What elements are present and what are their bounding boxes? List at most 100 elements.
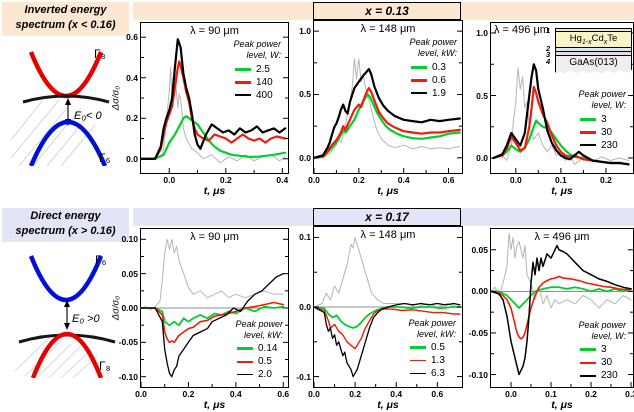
y-tick-label: 1.0 [299, 26, 311, 37]
row-header-x017: x = 0.17 [313, 208, 461, 226]
legend-swatch-black [411, 91, 427, 95]
gap-arrow-head-up [64, 300, 70, 307]
inset-substrate-layer: GaAs(013) [555, 56, 632, 74]
curve-2-0-kW [140, 273, 284, 378]
curve-0-14-kW [140, 305, 285, 327]
legend-swatch-green [580, 348, 596, 351]
legend-entry: 0.5 [408, 342, 456, 353]
gamma8-label: Γ₈ [99, 359, 111, 373]
legend: Peak power level, kW: 0.3 0.6 1.9 [409, 37, 457, 99]
legend-swatch-green [237, 347, 253, 350]
legend-entry: 30 [578, 357, 626, 368]
x-tick-label: 0.4 [276, 175, 289, 185]
x-tick-label: 0.0 [135, 389, 147, 399]
inset-layer-number-1: 1 [546, 26, 551, 35]
hatching [10, 99, 96, 167]
legend-swatch-green [411, 65, 427, 69]
plot-svg [313, 236, 462, 387]
inverted-band-diagram: Γ₈ Γ₆ E₀< 0 [8, 40, 125, 167]
legend-entry: 30 [578, 127, 626, 138]
legend-swatch-black [410, 372, 426, 375]
legend-entry: 2.5 [233, 64, 281, 75]
gamma8-band-curve [28, 51, 104, 98]
y-tick-label: 0.00 [471, 286, 488, 297]
x-tick-label: 0.0 [163, 175, 176, 185]
plot-panel-x013-90um: Δσ/σ₀ λ = 90 μm Peak power level, W: 2.5 14… [111, 22, 289, 197]
legend-entry: 400 [233, 90, 281, 101]
x-tick-label: 0.0 [509, 175, 522, 185]
sample-structure-inset: 1 2 3 4 Hg1-xCdxTe GaAs(013) [546, 26, 632, 75]
legend-entry: 0.5 [235, 356, 283, 367]
panel-title: λ = 496 μm [494, 24, 549, 36]
gamma6-band-curve [28, 255, 104, 302]
panel-title: λ = 90 μm [190, 231, 239, 243]
legend-title: level, W: [591, 100, 626, 111]
legend-swatch-red [580, 130, 596, 134]
legend-label: 0.5 [258, 356, 272, 367]
legend-label: 2.0 [258, 369, 272, 380]
inverted-spectrum-line2: spectrum (x < 0.16) [15, 18, 116, 31]
curve-0-6-kW [312, 86, 461, 159]
gamma6-band-curve [28, 120, 108, 167]
x-tick-label: 0.1 [554, 175, 567, 185]
legend-entry: 0.6 [409, 75, 457, 86]
plot-svg [491, 32, 633, 173]
curve-1-9-kW [312, 67, 461, 159]
y-tick-label: 0.0 [299, 302, 311, 312]
gamma6-label: Γ₆ [99, 151, 111, 165]
legend-swatch-green [410, 346, 426, 349]
legend-swatch-red [411, 78, 427, 82]
legend-swatch-black [237, 373, 253, 376]
x-tick-label: 0.2 [585, 389, 597, 399]
legend-swatch-red [410, 359, 426, 362]
curve-1-3-kW [313, 306, 461, 350]
legend-label: 0.6 [432, 74, 446, 86]
legend-swatch-red [237, 360, 253, 363]
x-tick-label: 0.6 [431, 389, 444, 399]
legend-entry: 0.3 [409, 62, 457, 73]
legend-title: level, W: [591, 330, 626, 341]
legend: Peak power level, kW: 0.14 0.5 2.0 [235, 319, 283, 381]
film-post: Te [607, 33, 618, 44]
x-tick-label: 0.0 [308, 175, 320, 185]
inset-layer-number-2: 2 [546, 44, 551, 53]
plot-svg [140, 238, 288, 387]
gamma8-band-curve [30, 332, 104, 379]
x-tick-label: 0.2 [600, 175, 612, 185]
film-sub2: x [603, 38, 608, 46]
legend-label: 0.3 [432, 61, 446, 73]
plot-svg [312, 30, 462, 173]
curve-6-3-kW [313, 302, 461, 378]
curve-2-5-W [139, 115, 287, 160]
curve-reference [313, 236, 459, 308]
heavy-hole-band-curve [22, 94, 110, 104]
gap-arrow-head-up [65, 98, 71, 105]
plot-svg [490, 232, 633, 387]
panel-title: λ = 90 μm [190, 25, 239, 37]
plot-panel-x017-148um: λ = 148 μm Peak power level, kW: 0.5 1.3 6.3… [296, 226, 463, 411]
x-axis-label: t, μs [203, 185, 226, 197]
y-tick-label: -0.10 [118, 371, 138, 382]
direct-spectrum-line1: Direct energy [30, 210, 101, 222]
row-header-x013: x = 0.13 [313, 2, 461, 20]
legend-label: 1.9 [432, 87, 446, 99]
y-tick-label: 0.6 [126, 32, 138, 43]
inset-layer-3 [555, 52, 632, 56]
legend-entry: 230 [578, 370, 626, 381]
curve-230-W [490, 244, 632, 376]
y-tick-label: -0.10 [468, 369, 488, 380]
curve-reference [313, 58, 461, 159]
legend-entry: 0.14 [235, 343, 283, 354]
legend-entry: 2.0 [235, 369, 283, 380]
legend-entry: 1.9 [409, 88, 457, 99]
x-tick-label: 0.2 [182, 389, 195, 399]
legend-label: 30 [601, 126, 613, 138]
x-tick-label: 0.4 [397, 175, 410, 185]
legend-title: Peak power [578, 319, 626, 330]
inset-film-layer: Hg1-xCdxTe [555, 32, 632, 48]
legend-title: Peak power [233, 39, 281, 49]
legend-label: 0.14 [258, 343, 278, 354]
curve-140-W [139, 60, 287, 160]
x-axis-label: t, μs [377, 399, 399, 411]
x-tick-label: 0.6 [442, 175, 455, 185]
